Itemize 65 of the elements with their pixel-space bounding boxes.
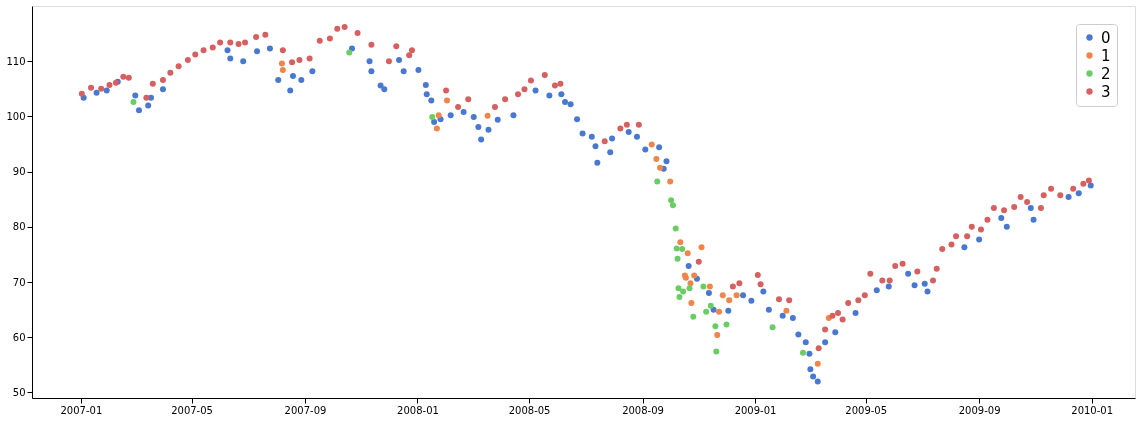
point (680, 288, 687, 295)
y-tick-label: 70 (12, 276, 26, 288)
point (814, 360, 821, 367)
point (667, 178, 674, 185)
x-tick-label: 2008-05 (508, 404, 551, 416)
point (723, 321, 730, 328)
point (429, 113, 436, 120)
legend-label: 2 (1101, 64, 1111, 83)
point (783, 307, 790, 314)
point (676, 293, 683, 300)
point (675, 285, 682, 292)
point (673, 245, 680, 252)
point (654, 178, 661, 185)
legend-label: 3 (1101, 82, 1111, 101)
point (648, 141, 655, 148)
point (435, 112, 442, 119)
point (433, 125, 440, 132)
point (700, 283, 707, 290)
x-tick-label: 2007-01 (60, 404, 103, 416)
point (799, 349, 806, 356)
point (686, 285, 693, 292)
y-tick-label: 80 (12, 221, 26, 233)
point (769, 324, 776, 331)
point (653, 155, 660, 162)
y-tick-label: 110 (6, 55, 26, 67)
point (707, 302, 714, 309)
point (719, 292, 726, 299)
point (684, 250, 691, 257)
point (726, 297, 733, 304)
x-tick-label: 2007-09 (284, 404, 327, 416)
x-tick-label: 2009-05 (845, 404, 888, 416)
point (279, 67, 286, 74)
legend-label: 0 (1101, 28, 1111, 47)
point (278, 60, 285, 67)
point (698, 244, 705, 251)
y-tick-label: 100 (6, 110, 26, 122)
point (706, 283, 713, 290)
point (690, 313, 697, 320)
y-tick-label: 60 (12, 331, 26, 343)
point (703, 308, 710, 315)
point (688, 300, 695, 307)
y-tick-label: 50 (12, 386, 26, 398)
point (674, 255, 681, 262)
point (679, 245, 686, 252)
x-tick-label: 2008-09 (622, 404, 664, 416)
point (668, 197, 675, 204)
point (677, 239, 684, 246)
x-tick-label: 2009-01 (734, 404, 777, 416)
x-tick-label: 2008-01 (397, 404, 439, 416)
x-tick-label: 2007-05 (171, 404, 213, 416)
point (669, 202, 676, 209)
point (444, 97, 451, 104)
x-tick-label: 2009-09 (958, 404, 1001, 416)
point (130, 99, 137, 106)
point (716, 308, 723, 315)
point (346, 49, 353, 56)
point (672, 225, 679, 232)
x-tick-label: 2010-01 (1071, 404, 1114, 416)
y-tick-label: 90 (12, 166, 26, 178)
legend-label: 1 (1101, 46, 1111, 65)
point (713, 348, 720, 355)
point (733, 292, 740, 299)
point (484, 112, 491, 119)
point (714, 332, 721, 339)
point (712, 323, 719, 330)
